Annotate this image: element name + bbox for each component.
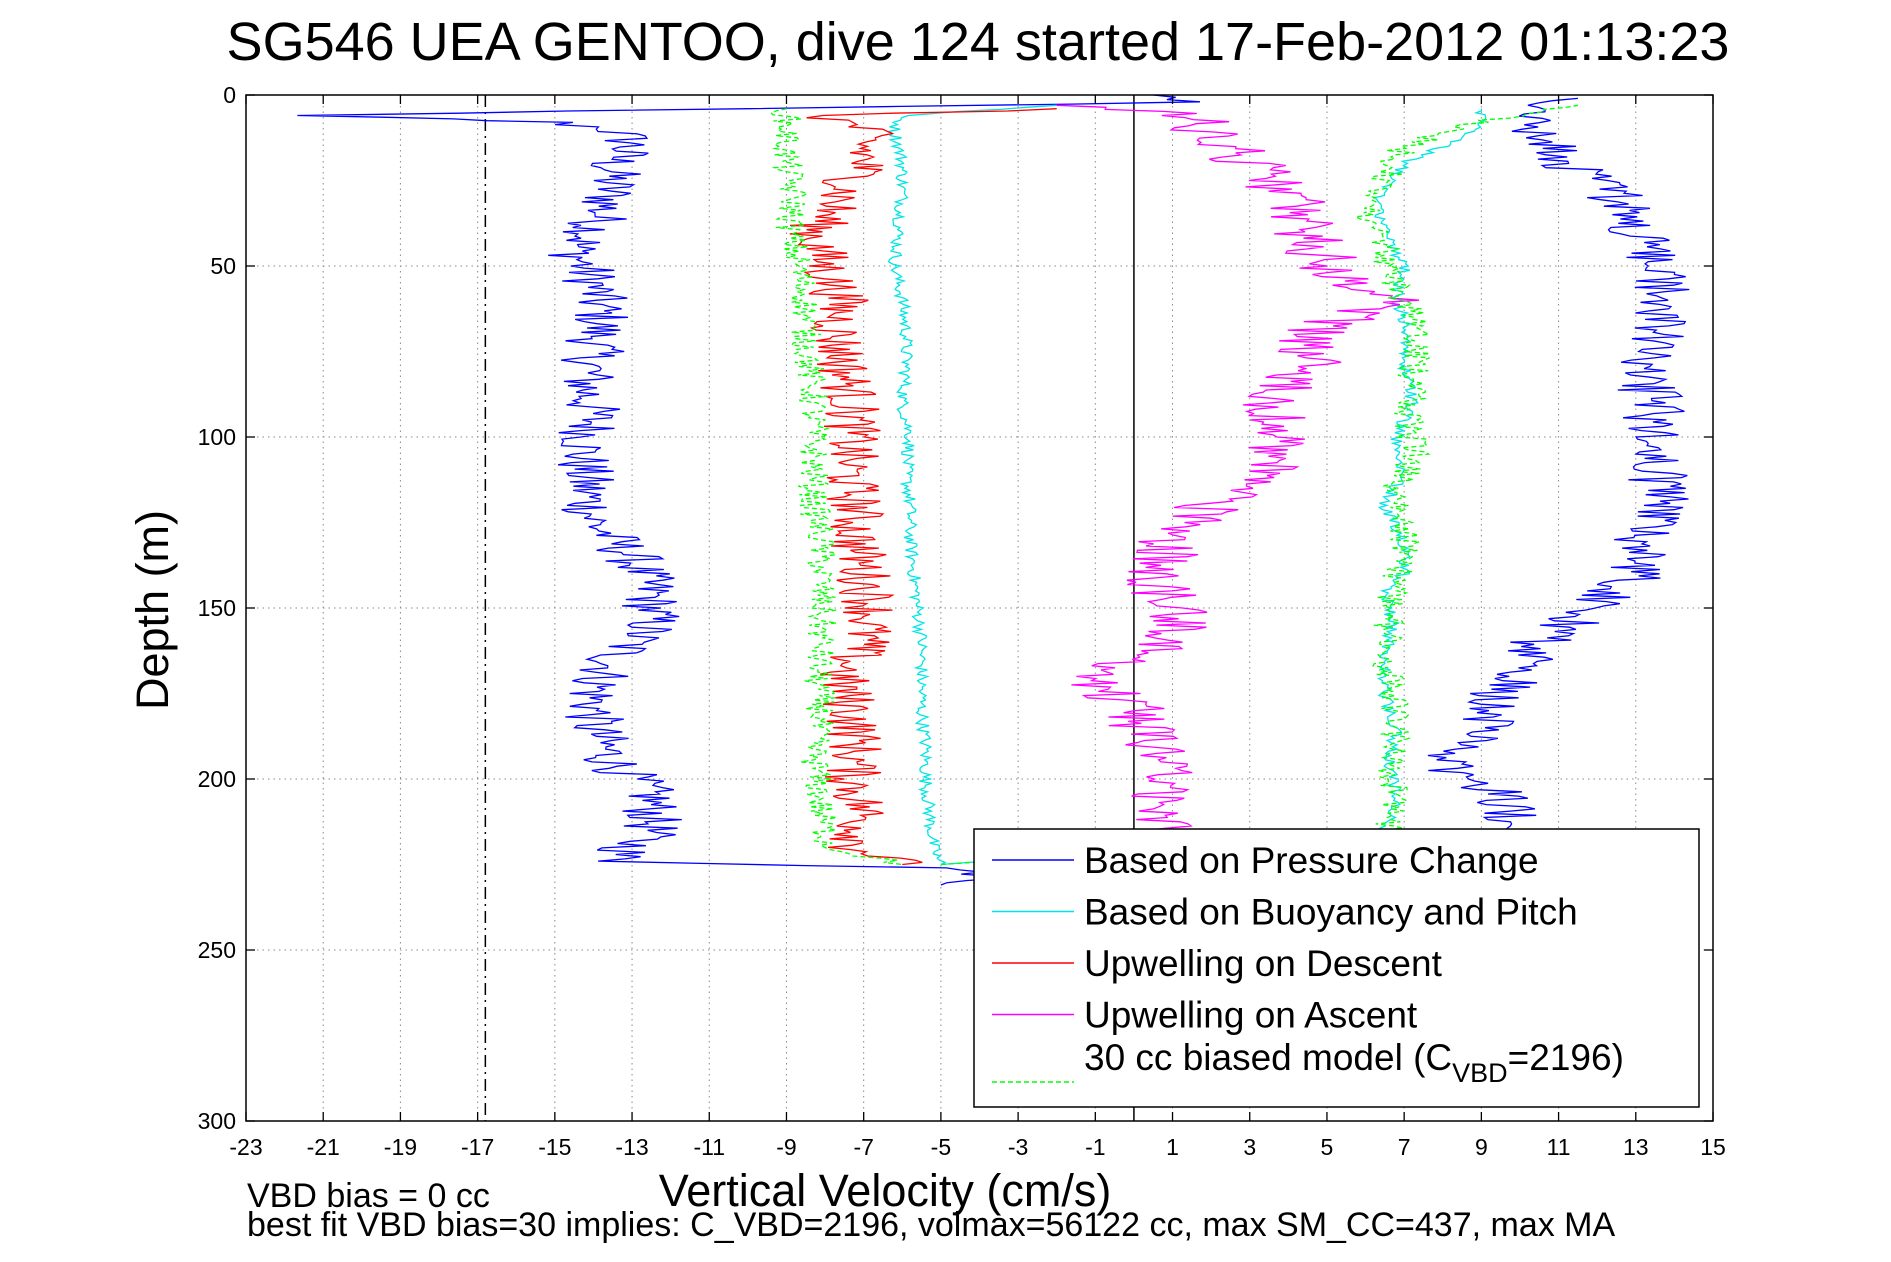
series-line xyxy=(940,108,1487,866)
y-tick-label: 0 xyxy=(223,82,236,108)
x-tick-label: 11 xyxy=(1547,1134,1571,1160)
legend-label: Upwelling on Ascent xyxy=(1084,995,1418,1036)
series-line xyxy=(887,104,1057,866)
y-axis-label: Depth (m) xyxy=(127,510,178,710)
series-line xyxy=(769,108,903,866)
legend: Based on Pressure Change Based on Buoyanc… xyxy=(973,828,1700,1108)
x-tick-label: -15 xyxy=(538,1134,571,1160)
footer-note-best-fit: best fit VBD bias=30 implies: C_VBD=2196… xyxy=(247,1206,1616,1244)
chart-title: SG546 UEA GENTOO, dive 124 started 17-Fe… xyxy=(227,12,1730,72)
series-line xyxy=(1056,104,1420,879)
x-tick-label: -3 xyxy=(1008,1134,1028,1160)
series-line xyxy=(940,104,1579,866)
y-tick-label: 250 xyxy=(198,937,236,963)
y-tick-label: 100 xyxy=(198,424,236,450)
x-tick-label: -9 xyxy=(776,1134,796,1160)
x-tick-label: 1 xyxy=(1166,1134,1179,1160)
x-tick-label: -5 xyxy=(931,1134,951,1160)
x-tick-label: -1 xyxy=(1085,1134,1105,1160)
x-tick-label: -21 xyxy=(307,1134,340,1160)
footer-note-bias: VBD bias = 0 cc xyxy=(247,1177,490,1215)
x-tick-label: -17 xyxy=(461,1134,494,1160)
legend-label: Based on Buoyancy and Pitch xyxy=(1084,892,1578,933)
y-tick-label: 200 xyxy=(198,766,236,792)
x-tick-label: 7 xyxy=(1398,1134,1411,1160)
x-tick-label: 3 xyxy=(1243,1134,1256,1160)
series-line xyxy=(297,94,1201,886)
x-tick-label: -23 xyxy=(229,1134,262,1160)
x-tick-label: 13 xyxy=(1623,1134,1649,1160)
x-tick-label: -19 xyxy=(384,1134,417,1160)
legend-label: Based on Pressure Change xyxy=(1084,840,1539,881)
x-tick-label: -7 xyxy=(853,1134,873,1160)
y-tick-label: 150 xyxy=(198,595,236,621)
series-line xyxy=(978,97,1690,879)
x-axis-label: Vertical Velocity (cm/s) xyxy=(659,1165,1112,1216)
x-tick-label: 9 xyxy=(1475,1134,1488,1160)
x-tick-label: 15 xyxy=(1700,1134,1726,1160)
x-tick-label: -13 xyxy=(615,1134,648,1160)
x-tick-label: 5 xyxy=(1321,1134,1334,1160)
series-line xyxy=(789,108,1057,866)
legend-label: Upwelling on Descent xyxy=(1084,943,1443,984)
legend-box xyxy=(973,828,1700,1108)
series-layer xyxy=(297,94,1690,886)
y-tick-label: 300 xyxy=(198,1108,236,1134)
x-tick-label: -11 xyxy=(693,1134,725,1160)
legend-label: 30 cc biased model (CVBD=2196) xyxy=(1084,1037,1624,1088)
y-tick-label: 50 xyxy=(210,253,236,279)
axis-ticks: -23 -21 -19 -17 -15 -13 -11 -9 -7 -5 -3 -1 1 3 5 7 9 11 13… xyxy=(198,82,1726,1160)
